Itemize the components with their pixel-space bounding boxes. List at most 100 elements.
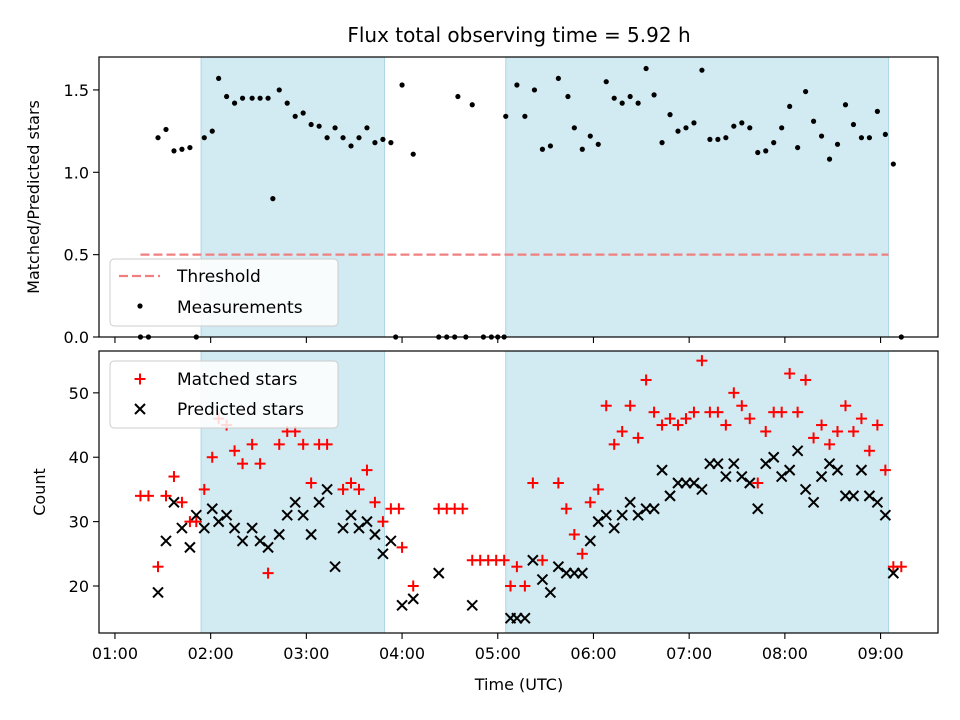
data-point bbox=[552, 477, 564, 489]
data-point bbox=[887, 567, 900, 579]
data-point bbox=[720, 419, 732, 431]
data-point bbox=[783, 464, 796, 476]
data-point bbox=[776, 406, 788, 418]
data-point bbox=[712, 406, 724, 418]
data-point bbox=[627, 93, 633, 100]
y-axis-label: Matched/Predicted stars bbox=[24, 100, 43, 294]
legend-predicted-label: Predicted stars bbox=[177, 400, 304, 420]
data-point bbox=[246, 522, 258, 534]
data-point bbox=[792, 406, 804, 418]
data-point bbox=[616, 509, 628, 521]
data-point bbox=[457, 503, 469, 515]
data-point bbox=[305, 528, 317, 541]
data-point bbox=[863, 445, 875, 457]
data-point bbox=[600, 400, 612, 412]
data-point bbox=[800, 374, 812, 386]
data-point bbox=[539, 146, 546, 152]
data-point bbox=[396, 599, 408, 612]
data-point bbox=[152, 586, 164, 599]
data-point bbox=[691, 120, 697, 126]
data-point bbox=[212, 515, 225, 528]
data-point bbox=[816, 419, 828, 431]
data-point bbox=[803, 88, 809, 95]
data-point bbox=[364, 125, 370, 131]
data-point bbox=[292, 113, 298, 119]
data-point bbox=[799, 483, 812, 496]
data-point bbox=[895, 561, 907, 573]
data-point bbox=[527, 477, 539, 489]
data-point bbox=[345, 509, 357, 521]
data-point bbox=[249, 95, 255, 101]
data-point bbox=[297, 438, 309, 450]
data-point bbox=[744, 413, 756, 425]
data-point bbox=[246, 438, 258, 450]
x-tick-label: 06:00 bbox=[570, 644, 616, 663]
data-point bbox=[353, 522, 365, 534]
data-point bbox=[270, 196, 276, 202]
data-point bbox=[399, 82, 405, 88]
data-point bbox=[410, 151, 416, 157]
axes-frame bbox=[98, 350, 939, 634]
x-tick-label: 07:00 bbox=[666, 644, 712, 663]
data-point bbox=[739, 120, 745, 126]
data-point bbox=[640, 374, 652, 386]
data-point bbox=[787, 103, 793, 110]
data-point bbox=[229, 445, 241, 457]
data-point bbox=[511, 561, 523, 573]
data-point bbox=[672, 419, 684, 431]
data-point bbox=[632, 432, 644, 444]
data-point bbox=[340, 135, 346, 141]
data-point bbox=[675, 128, 681, 134]
data-point bbox=[651, 92, 657, 98]
data-point bbox=[316, 123, 322, 129]
data-point bbox=[187, 144, 193, 151]
legend: Matched stars Predicted stars bbox=[109, 360, 339, 429]
legend-matched-label: Matched stars bbox=[177, 370, 297, 390]
x-tick-label: 05:00 bbox=[475, 644, 521, 663]
legend-matched-swatch bbox=[134, 373, 146, 385]
data-point bbox=[619, 100, 625, 106]
data-point bbox=[823, 457, 836, 470]
data-point bbox=[519, 580, 531, 592]
data-point bbox=[632, 509, 644, 521]
legend-box bbox=[109, 258, 339, 327]
legend-measurements-swatch bbox=[137, 303, 143, 309]
legend-box bbox=[109, 360, 339, 429]
data-point bbox=[380, 136, 386, 142]
data-point bbox=[198, 483, 210, 495]
data-point bbox=[831, 464, 844, 476]
data-point bbox=[688, 406, 700, 418]
data-point bbox=[616, 425, 628, 437]
data-point bbox=[433, 567, 445, 579]
axes-frame bbox=[98, 56, 939, 338]
data-point bbox=[209, 128, 215, 134]
data-point bbox=[321, 483, 333, 496]
data-point bbox=[728, 387, 740, 399]
data-point bbox=[505, 580, 517, 592]
data-point bbox=[527, 554, 539, 566]
data-point bbox=[345, 477, 357, 489]
data-point bbox=[466, 599, 478, 612]
data-point bbox=[388, 140, 394, 146]
data-point bbox=[353, 483, 365, 495]
data-point bbox=[190, 516, 202, 528]
data-point bbox=[179, 146, 185, 152]
data-point bbox=[648, 406, 660, 418]
data-point bbox=[592, 515, 604, 528]
data-point bbox=[720, 470, 732, 483]
data-point bbox=[184, 541, 196, 554]
data-point bbox=[847, 490, 860, 502]
data-point bbox=[712, 457, 724, 470]
data-point bbox=[611, 95, 617, 101]
y-axis-label: Count bbox=[30, 468, 49, 516]
data-point bbox=[555, 75, 561, 82]
data-point bbox=[337, 522, 349, 534]
data-point bbox=[231, 100, 238, 106]
data-point bbox=[707, 136, 713, 142]
data-point bbox=[768, 451, 780, 463]
data-point bbox=[779, 125, 785, 131]
data-point bbox=[775, 470, 788, 483]
data-point bbox=[257, 95, 263, 101]
data-point bbox=[377, 548, 389, 560]
data-point bbox=[736, 470, 748, 483]
